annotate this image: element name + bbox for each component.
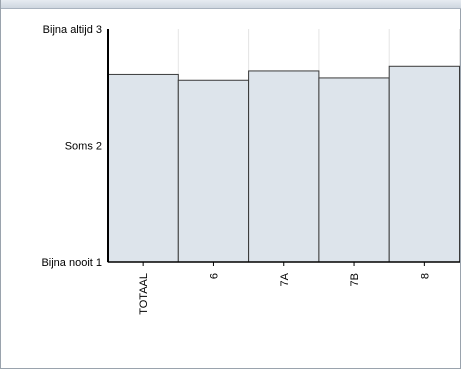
x-tick-label: 7A — [279, 272, 291, 286]
bars — [108, 66, 460, 262]
y-tick-label: Bijna altijd 3 — [43, 24, 102, 36]
x-tick-label: TOTAAL — [138, 273, 150, 315]
bar-7b — [319, 78, 389, 262]
x-tick-label: 6 — [208, 273, 220, 279]
bar-8 — [389, 66, 459, 262]
bar-6 — [178, 80, 248, 262]
x-tick-label: 7B — [349, 273, 361, 286]
bar-7a — [249, 71, 319, 262]
y-tick-label: Bijna nooit 1 — [41, 257, 102, 269]
bar-totaal — [108, 74, 178, 262]
y-tick-label: Soms 2 — [65, 141, 102, 153]
x-tick-label: 8 — [419, 273, 431, 279]
